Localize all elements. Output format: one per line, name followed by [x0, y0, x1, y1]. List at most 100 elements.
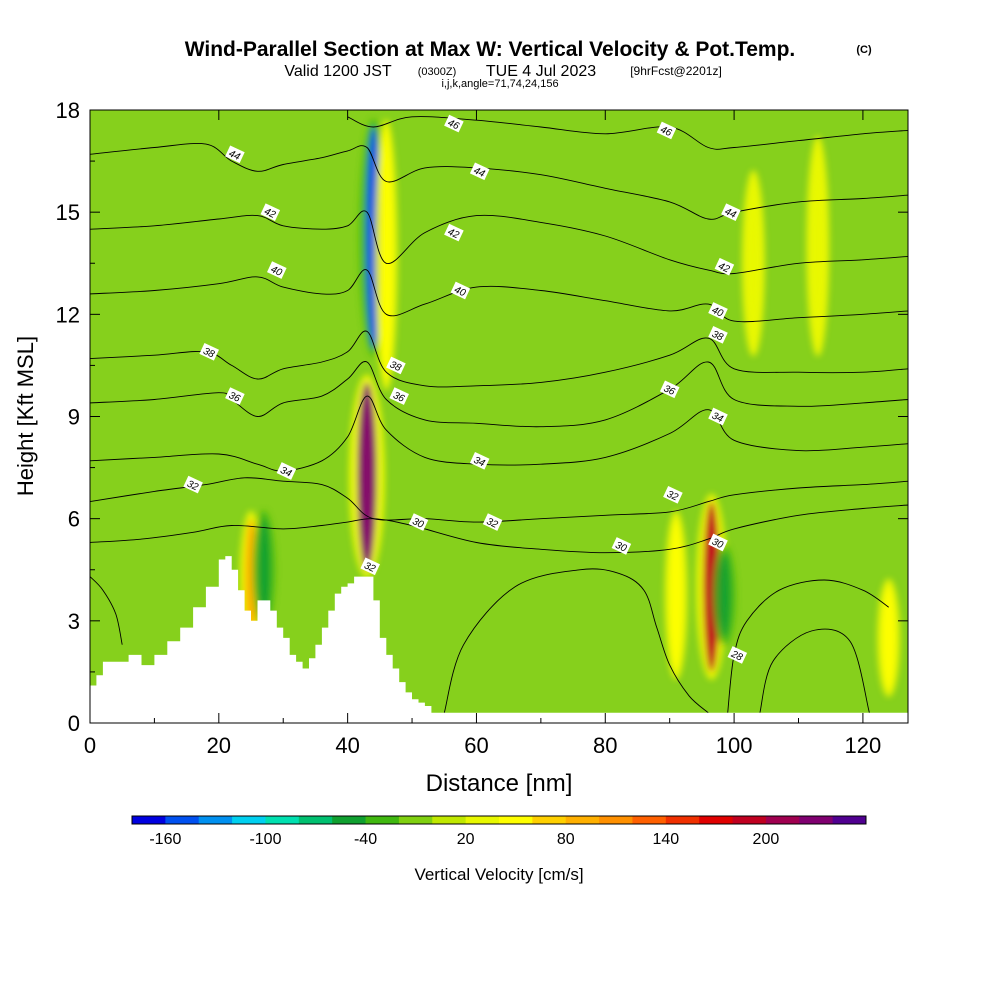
contour-label: 30	[408, 513, 429, 531]
colorbar-tick-label: 140	[652, 831, 679, 848]
colorbar-swatch	[298, 816, 333, 824]
isentrope-line	[90, 576, 123, 645]
colorbar-swatch	[432, 816, 467, 824]
contour-label-text: 30	[710, 537, 725, 552]
contour-label-text: 30	[411, 516, 426, 531]
contour-label: 42	[260, 203, 281, 222]
isentrope-line	[443, 568, 709, 714]
x-tick-label: 60	[464, 733, 488, 758]
contour-label-text: 46	[446, 118, 461, 133]
contour-label-box	[389, 387, 409, 405]
contour-label: 42	[714, 257, 735, 276]
contour-label: 30	[708, 533, 728, 552]
isentrope-line	[759, 628, 870, 713]
contour-label-box	[267, 261, 287, 279]
contour-label-box	[183, 475, 203, 494]
contour-label-box	[469, 451, 490, 470]
contour-label-text: 38	[201, 346, 216, 361]
y-tick-label: 18	[56, 98, 80, 123]
contour-label-text: 28	[728, 649, 744, 664]
contour-label: 38	[708, 325, 728, 344]
contour-label: 36	[389, 387, 409, 405]
contour-label-text: 44	[227, 148, 242, 163]
colorbar-swatch	[832, 816, 867, 824]
y-tick-label: 15	[56, 200, 80, 225]
contour-label-text: 42	[716, 261, 731, 276]
valid-utc: (0300Z)	[418, 66, 457, 78]
contour-label: 32	[482, 513, 503, 531]
y-tick-label: 3	[68, 609, 80, 634]
contour-label-text: 46	[659, 124, 674, 139]
contour-label-box	[656, 121, 677, 140]
velocity-feature	[747, 178, 760, 349]
contour-label-box	[450, 281, 471, 300]
colorbar-swatch	[398, 816, 433, 824]
contour-label-text: 30	[613, 540, 628, 555]
x-tick-label: 40	[335, 733, 359, 758]
valid-date: TUE 4 Jul 2023	[486, 63, 596, 80]
terrain-mask	[90, 556, 908, 723]
colorbar-swatch	[632, 816, 667, 824]
contour-label-text: 36	[662, 383, 677, 398]
colorbar-tick-labels: -160 -100 -40 20 80 140 200	[149, 831, 779, 848]
x-tick-label: 100	[716, 733, 753, 758]
contour-label: 44	[469, 162, 490, 180]
x-axis: 0 20 40 60 80 100 120	[84, 110, 881, 758]
colorbar-tick-label: 20	[457, 831, 475, 848]
colorbar-swatch	[332, 816, 367, 824]
contour-label-box	[444, 114, 464, 133]
contour-label-text: 44	[723, 206, 738, 221]
forecast-info: [9hrFcst@2201z]	[630, 64, 722, 78]
contour-label-text: 32	[485, 516, 500, 531]
contour-label-text: 38	[710, 329, 725, 344]
colorbar-swatch	[565, 816, 600, 824]
colorbar	[131, 815, 867, 825]
contour-label-box	[260, 203, 281, 222]
contour-label-text: 36	[391, 390, 406, 405]
contour-label: 34	[708, 407, 728, 426]
colorbar-tick-label: 200	[753, 831, 780, 848]
plot-area: 46 46 44 44 44 42 42 42 40 40 40 38 38 38 36 36 36 34 34 34…	[89, 109, 909, 724]
contour-label-text: 34	[472, 455, 487, 470]
contour-label: 44	[721, 203, 741, 221]
colorbar-swatch	[599, 816, 633, 824]
colorbar-swatch	[799, 816, 834, 824]
contour-label-box	[611, 537, 632, 555]
contour-label: 32	[360, 557, 380, 576]
contour-label: 34	[469, 451, 490, 470]
contour-label-text: 32	[362, 560, 377, 575]
y-tick-label: 6	[68, 507, 80, 532]
contour-label-box	[482, 513, 503, 531]
x-tick-label: 80	[593, 733, 617, 758]
velocity-feature	[882, 586, 895, 689]
x-tick-label: 0	[84, 733, 96, 758]
colorbar-label: Vertical Velocity [cm/s]	[414, 865, 583, 884]
contour-label-box	[708, 325, 728, 344]
contour-label: 46	[444, 114, 464, 133]
colorbar-swatch	[699, 816, 734, 824]
isentrope-line	[90, 477, 908, 523]
contour-label-text: 34	[710, 411, 725, 426]
contour-label: 40	[267, 261, 287, 279]
valid-time: Valid 1200 JST	[284, 63, 392, 80]
velocity-feature	[811, 144, 824, 349]
colorbar-swatch	[465, 816, 500, 824]
contour-label-text: 36	[227, 390, 242, 405]
colorbar-swatch	[165, 816, 200, 824]
x-axis-label: Distance [nm]	[426, 770, 573, 797]
contour-label-box	[360, 557, 380, 576]
y-axis-label: Height [Kft MSL]	[13, 336, 38, 496]
contour-label-box	[708, 533, 728, 552]
contour-label: 46	[656, 121, 677, 140]
colorbar-swatch	[198, 816, 233, 824]
contour-label: 40	[708, 302, 728, 320]
contour-label-text: 40	[452, 285, 467, 300]
contour-label: 44	[225, 145, 245, 163]
contour-label: 38	[386, 356, 406, 374]
contour-label: 30	[611, 537, 632, 555]
contour-label-text: 38	[388, 359, 403, 374]
colorbar-swatch	[132, 816, 166, 824]
contour-label-box	[727, 646, 748, 664]
